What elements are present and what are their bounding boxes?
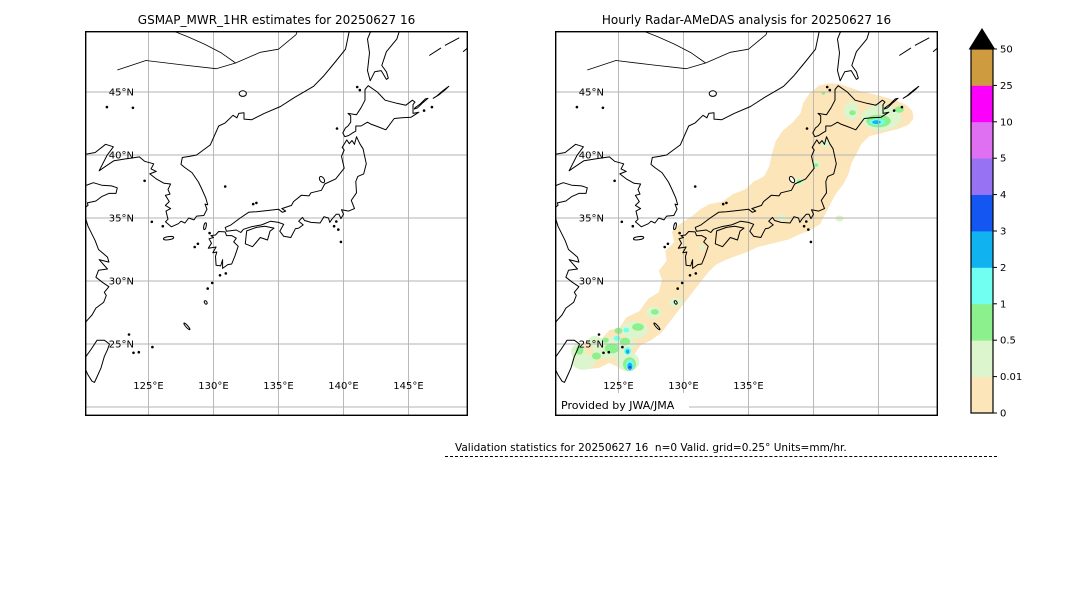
gsmap-panel-title: GSMAP_MWR_1HR estimates for 20250627 16 [137, 13, 416, 27]
lat-label: 40°N [109, 151, 134, 162]
lat-label: 25°N [579, 340, 604, 351]
colorbar-tick-label: 0 [1000, 409, 1006, 420]
colorbar-tick-label: 2 [1000, 263, 1006, 274]
lat-label: 25°N [109, 340, 134, 351]
lon-label: 135°E [263, 381, 293, 392]
lat-label: 45°N [109, 88, 134, 99]
colorbar-tick-label: 3 [1000, 227, 1006, 238]
lat-label: 30°N [109, 277, 134, 288]
colorbar-tick-label: 10 [1000, 117, 1013, 128]
map-frame [555, 31, 938, 416]
grid-labels: 45°N 40°N 35°N 30°N 25°N 125°E 130°E 135°E [579, 88, 764, 393]
lat-label: 35°N [579, 214, 604, 225]
colorbar-tick-label: 1 [1000, 299, 1006, 310]
colorbar-tick-label: 5 [1000, 154, 1006, 165]
coastlines [85, 31, 468, 383]
credit-box [556, 393, 689, 415]
credit-text: Provided by JWA/JMA [561, 399, 675, 412]
colorbar-tick-label: 0.01 [1000, 372, 1022, 383]
colorbar-tick-labels: 0 0.01 0.5 1 2 3 4 5 10 25 50 [993, 45, 1022, 420]
lat-label: 40°N [579, 151, 604, 162]
precip-colorbar: 0 0.01 0.5 1 2 3 4 5 10 25 50 [968, 28, 1022, 420]
lon-label: 130°E [668, 381, 698, 392]
small-islands [105, 85, 434, 355]
radar-panel-title: Hourly Radar-AMeDAS analysis for 2025062… [601, 13, 892, 27]
lon-label: 145°E [393, 381, 423, 392]
colorbar-tick-label: 50 [1000, 45, 1013, 56]
colorbar-tick-label: 0.5 [1000, 336, 1016, 347]
lon-label: 140°E [328, 381, 358, 392]
lat-label: 35°N [109, 214, 134, 225]
graticule [555, 31, 938, 416]
colorbar-tick-label: 25 [1000, 81, 1013, 92]
lon-label: 125°E [133, 381, 163, 392]
lat-label: 45°N [579, 88, 604, 99]
gsmap-map-panel: 45°N 40°N 35°N 30°N 25°N 125°E 130°E 135°E 140°E… [85, 31, 468, 416]
radar-map-panel: 45°N 40°N 35°N 30°N 25°N 125°E 130°E 135°E Provi… [555, 31, 938, 416]
colorbar-tick-label: 4 [1000, 190, 1006, 201]
colorbar-segments [971, 49, 993, 414]
grid-labels: 45°N 40°N 35°N 30°N 25°N 125°E 130°E 135°E 140°E… [109, 88, 424, 393]
map-frame [85, 31, 468, 416]
lon-label: 135°E [733, 381, 763, 392]
coastlines [555, 31, 938, 383]
lon-label: 125°E [603, 381, 633, 392]
lon-label: 130°E [198, 381, 228, 392]
caption-dashed-underline [445, 456, 997, 457]
lat-label: 30°N [579, 277, 604, 288]
map-background [85, 31, 468, 416]
colorbar-overflow-arrow [968, 28, 996, 50]
graticule [85, 31, 468, 416]
small-islands [575, 85, 904, 355]
validation-stats-caption: Validation statistics for 20250627 16 n=… [455, 442, 847, 454]
